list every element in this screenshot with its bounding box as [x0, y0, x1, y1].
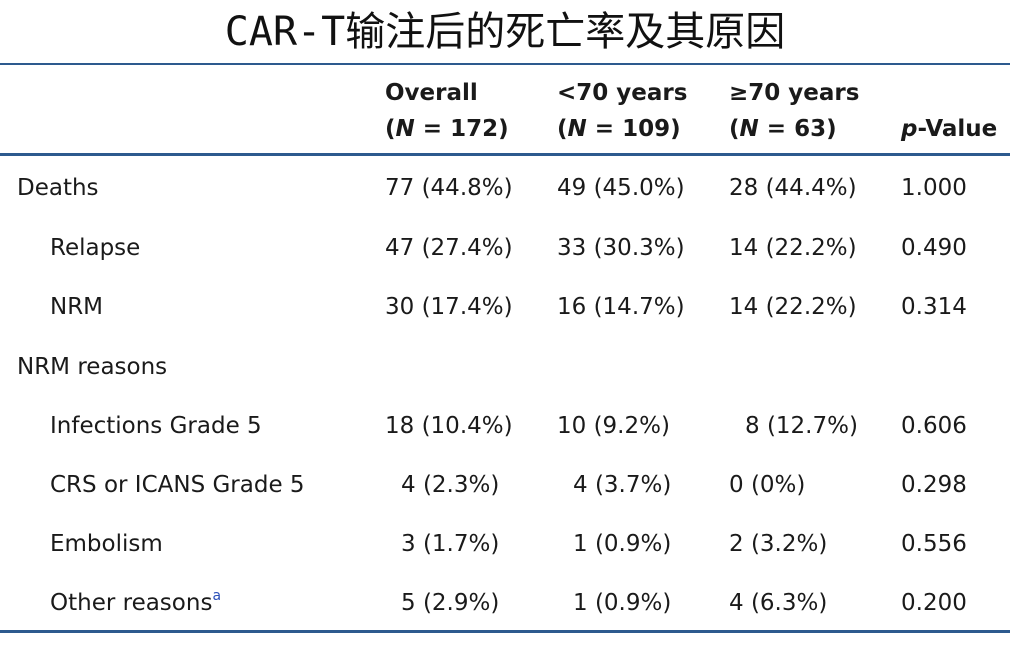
cell-over70: 28 (44.4%) — [729, 175, 857, 201]
cell-pvalue: 0.606 — [901, 413, 967, 439]
page-title: CAR-T输注后的死亡率及其原因 — [224, 9, 786, 55]
cell-under70: 16 (14.7%) — [557, 294, 685, 320]
table-row: NRM 30 (17.4%) 16 (14.7%) 14 (22.2%) 0.3… — [0, 287, 1010, 327]
cell-overall: 5 (2.9%) — [401, 590, 500, 616]
bottom-rule — [0, 630, 1010, 633]
cell-pvalue: 0.314 — [901, 294, 967, 320]
table-row: Other reasonsa 5 (2.9%) 1 (0.9%) 4 (6.3%… — [0, 583, 1010, 623]
cell-over70: 14 (22.2%) — [729, 294, 857, 320]
col-header-overall-n: (N = 172) — [385, 116, 509, 142]
col-header-overall: Overall (N = 172) — [385, 75, 509, 147]
cell-overall: 18 (10.4%) — [385, 413, 513, 439]
row-label-text: Other reasons — [50, 590, 213, 616]
table-row: Relapse 47 (27.4%) 33 (30.3%) 14 (22.2%)… — [0, 228, 1010, 268]
cell-under70: 4 (3.7%) — [573, 472, 672, 498]
cell-over70: 4 (6.3%) — [729, 590, 828, 616]
col-header-over70-n: (N = 63) — [729, 116, 837, 142]
row-label: Other reasonsa — [50, 583, 221, 623]
cell-overall: 4 (2.3%) — [401, 472, 500, 498]
cell-under70: 1 (0.9%) — [573, 531, 672, 557]
cell-pvalue: 0.200 — [901, 590, 967, 616]
col-header-over70: ≥70 years (N = 63) — [729, 75, 859, 147]
cell-overall: 30 (17.4%) — [385, 294, 513, 320]
row-label: CRS or ICANS Grade 5 — [50, 472, 305, 498]
cell-over70: 0 (0%) — [729, 472, 806, 498]
cell-pvalue: 0.556 — [901, 531, 967, 557]
cell-pvalue: 0.298 — [901, 472, 967, 498]
footnote-marker: a — [212, 588, 222, 604]
row-label: Deaths — [17, 175, 99, 201]
table-row: Embolism 3 (1.7%) 1 (0.9%) 2 (3.2%) 0.55… — [0, 524, 1010, 564]
header-rule — [0, 153, 1010, 156]
col-header-overall-label: Overall — [385, 80, 478, 106]
table-row: Infections Grade 5 18 (10.4%) 10 (9.2%) … — [0, 406, 1010, 446]
cell-under70: 10 (9.2%) — [557, 413, 670, 439]
col-header-pvalue: p-Value — [901, 116, 998, 142]
cell-pvalue: 0.490 — [901, 235, 967, 261]
cell-over70: 8 (12.7%) — [745, 413, 858, 439]
table-row: Deaths 77 (44.8%) 49 (45.0%) 28 (44.4%) … — [0, 168, 1010, 208]
row-label: Infections Grade 5 — [50, 413, 262, 439]
cell-under70: 49 (45.0%) — [557, 175, 685, 201]
row-label: Relapse — [50, 235, 141, 261]
cell-over70: 2 (3.2%) — [729, 531, 828, 557]
table-row: NRM reasons — [0, 347, 1010, 387]
cell-under70: 33 (30.3%) — [557, 235, 685, 261]
cell-overall: 3 (1.7%) — [401, 531, 500, 557]
col-header-over70-label: ≥70 years — [729, 80, 860, 106]
row-label: NRM reasons — [17, 354, 168, 380]
cell-over70: 14 (22.2%) — [729, 235, 857, 261]
col-header-under70: <70 years (N = 109) — [557, 75, 687, 147]
col-header-under70-label: <70 years — [557, 80, 688, 106]
row-label: NRM — [50, 294, 104, 320]
cell-overall: 77 (44.8%) — [385, 175, 513, 201]
cell-pvalue: 1.000 — [901, 175, 967, 201]
cell-overall: 47 (27.4%) — [385, 235, 513, 261]
table-row: CRS or ICANS Grade 5 4 (2.3%) 4 (3.7%) 0… — [0, 465, 1010, 505]
cell-under70: 1 (0.9%) — [573, 590, 672, 616]
row-label: Embolism — [50, 531, 163, 557]
top-rule — [0, 63, 1010, 65]
col-header-under70-n: (N = 109) — [557, 116, 681, 142]
